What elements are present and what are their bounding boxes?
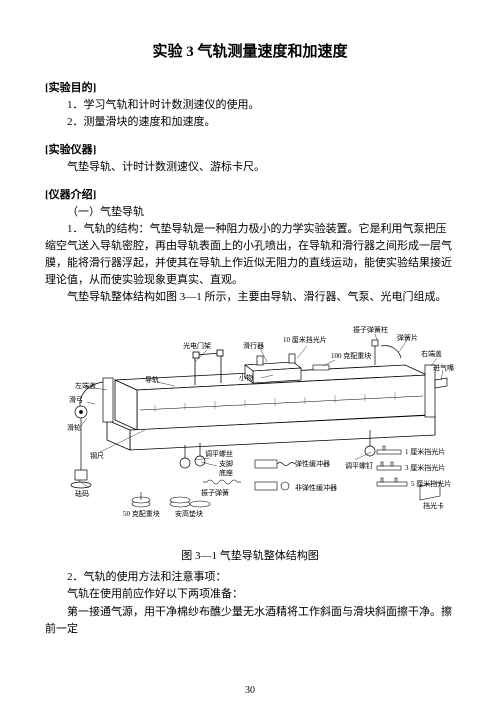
purpose-item-1: 1．学习气轨和计时计数测速仪的使用。: [45, 97, 455, 114]
apparatus-head: [实验仪器]: [45, 141, 455, 157]
usage-p1: 气轨在使用前应作好以下两项准备：: [45, 586, 455, 603]
label-photo-gate: 光电门架: [183, 341, 211, 350]
label-adjust-screw: 调平螺钉: [345, 461, 373, 470]
label-base: 底座: [219, 468, 233, 477]
label-light-1cm: 1 厘米挡光片: [405, 447, 445, 456]
label-vib-spring: 振子弹簧: [201, 488, 229, 497]
label-spring-bracket: 振子弹簧柱: [353, 325, 388, 334]
figure-3-1: 光电门架 滑行器 小物 导轨 左端盖 滑弓 滑轮 钢尺 砝码 振子弹簧柱 弹簧片…: [45, 310, 455, 545]
label-small-object: 小物: [239, 373, 253, 382]
intro-p1: 1．气轨的结构：气垫导轨是一种阻力极小的力学实验装置。它是利用气泵把压缩空气送入…: [45, 221, 455, 289]
label-pulley-arch: 滑弓: [69, 395, 83, 404]
usage-head: 2．气轨的使用方法和注意事项：: [45, 569, 455, 586]
label-right-cap: 右端盖: [421, 349, 442, 358]
label-sandcup: 砝码: [75, 489, 89, 498]
page-number: 30: [0, 685, 500, 696]
purpose-item-2: 2．测量滑块的速度和加速度。: [45, 114, 455, 131]
label-air-nozzle: 进气嘴: [433, 363, 454, 372]
label-adjust-foot: 调平螺丝: [205, 449, 233, 458]
intro-head: [仪器介绍]: [45, 186, 455, 202]
label-non-spring-buffer: 非弹性缓冲器: [295, 483, 337, 492]
label-rail: 导轨: [145, 375, 159, 384]
label-pulley: 滑轮: [67, 423, 81, 432]
apparatus-text: 气垫导轨、计时计数测速仪、游标卡尺。: [45, 159, 455, 176]
label-stop-piece: 挡光卡: [423, 501, 444, 510]
intro-subhead: （一）气垫导轨: [45, 204, 455, 221]
label-steel-ruler: 钢尺: [90, 451, 104, 460]
label-spring-buffer: 弹性缓冲器: [295, 459, 330, 468]
label-light-5cm: 5 厘米挡光片: [411, 479, 451, 488]
label-slider: 滑行器: [243, 341, 264, 350]
label-counter50: 50 克配重块: [123, 509, 160, 518]
figure-caption: 图 3—1 气垫导轨整体结构图: [45, 547, 455, 563]
label-light-3cm: 3 厘米挡光片: [405, 463, 445, 472]
intro-p2: 气垫导轨整体结构如图 3—1 所示，主要由导轨、滑行器、气泵、光电门组成。: [45, 289, 455, 306]
label-left-cap: 左端盖: [75, 381, 96, 390]
purpose-head: [实验目的]: [45, 79, 455, 95]
label-weight-100: 100 克配重块: [331, 351, 371, 360]
label-adjust-pad: 安高垫块: [175, 509, 203, 518]
label-foot: 支脚: [219, 459, 233, 468]
label-spring-piece: 弹簧片: [397, 333, 418, 342]
label-light-10cm: 10 厘米挡光片: [283, 335, 327, 344]
usage-p2: 第一接通气源，用干净棉纱布醮少量无水酒精将工作斜面与滑块斜面擦干净。擦前一定: [45, 604, 455, 638]
experiment-title: 实验 3 气轨测量速度和加速度: [45, 40, 455, 61]
